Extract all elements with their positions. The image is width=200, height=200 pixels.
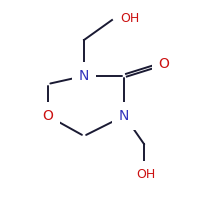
Text: OH: OH [120, 12, 139, 25]
Text: N: N [79, 69, 89, 83]
Text: OH: OH [136, 168, 155, 180]
Text: O: O [43, 109, 53, 123]
Text: O: O [159, 57, 169, 71]
Text: N: N [119, 109, 129, 123]
